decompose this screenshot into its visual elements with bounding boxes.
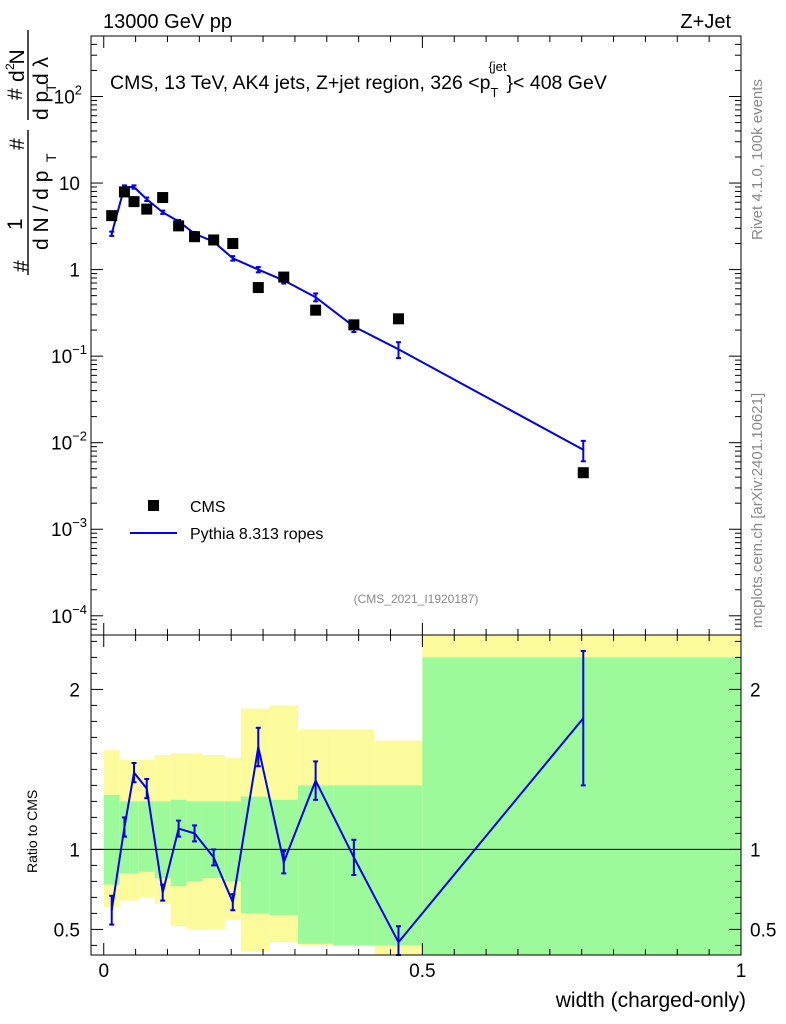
ratio-ylabel: Ratio to CMS [24, 790, 40, 873]
main-x-axis [103, 36, 742, 635]
cms-data-point [128, 196, 140, 208]
ylabel-sub-t2: T [43, 83, 59, 92]
ratio-inner-band [422, 657, 741, 955]
ratio-inner-band [298, 785, 334, 944]
ratio-inner-band [129, 801, 139, 874]
ratio-inner-band [240, 796, 270, 914]
ylabel-hash-3: # [4, 88, 27, 100]
ratio-plot-frame [90, 634, 742, 956]
cms-data-point [392, 313, 404, 325]
ratio-inner-band [170, 799, 187, 887]
ratio-x-axis: 0 0.5 1 [98, 635, 746, 982]
main-y-axis: 10−4 10−3 10−2 10−1 1 10 102 [51, 35, 741, 636]
cms-data-point [157, 192, 169, 204]
main-ylabel: # d N / d p T 1 # # d p d λ T d N 2 [3, 30, 59, 275]
ylabel-hash-2: # [6, 138, 29, 150]
main-y-tick-label: 10 [59, 174, 80, 195]
cms-data-point [189, 231, 201, 243]
cms-data-point [106, 210, 118, 222]
main-y-tick-label: 10−2 [51, 429, 87, 455]
ylabel-dn-dpt: d N / d p [30, 171, 53, 250]
cms-data-point [227, 238, 239, 250]
ratio-inner-band [202, 801, 225, 879]
cms-data-point [278, 271, 290, 283]
cms-data-point [118, 186, 130, 198]
cms-data-point [252, 282, 264, 294]
ratio-y-tick-label-right: 2 [750, 680, 761, 701]
ratio-inner-band [154, 801, 171, 879]
main-y-tick-label: 102 [54, 82, 82, 108]
ratio-y-axis: 0.5 0.5 1 1 2 2 [54, 640, 776, 946]
legend-mc-label: Pythia 8.313 ropes [190, 526, 323, 543]
ratio-inner-band [374, 785, 423, 946]
cms-data-point [208, 234, 220, 246]
x-tick-label: 1 [736, 961, 747, 982]
ratio-inner-band [103, 795, 120, 885]
main-y-tick-label: 10−3 [51, 515, 87, 541]
mcplots-credit-text: mcplots.cern.ch [arXiv:2401.10621] [749, 393, 766, 628]
cms-data-point [348, 319, 360, 331]
cms-data-point [310, 304, 322, 316]
x-axis-label: width (charged-only) [555, 989, 746, 1012]
legend-cms-label: CMS [190, 499, 226, 516]
main-plot-frame [90, 35, 742, 636]
ylabel-dpt-dlambda: d p d λ [30, 56, 53, 120]
cms-data-point [577, 467, 589, 479]
ratio-inner-band [138, 801, 155, 872]
ylabel-one: 1 [4, 218, 27, 230]
ylabel-hash-1: # [10, 260, 33, 272]
main-y-tick-label: 1 [69, 261, 80, 282]
ratio-y-tick-label-right: 1 [750, 840, 761, 861]
ylabel-sup-2: 2 [3, 63, 17, 70]
x-tick-label: 0 [98, 961, 109, 982]
cms-data-point [141, 203, 153, 215]
process-label: Z+Jet [680, 11, 731, 33]
ratio-y-tick-label: 0.5 [54, 920, 80, 941]
main-y-tick-label: 10−4 [51, 602, 87, 628]
ratio-y-tick-label: 1 [69, 840, 80, 861]
rivet-version-text: Rivet 4.1.0, 100k events [749, 79, 766, 240]
ratio-y-tick-label: 2 [69, 680, 80, 701]
legend-cms-marker [148, 500, 159, 511]
x-tick-label: 0.5 [409, 961, 435, 982]
ratio-inner-band [224, 801, 241, 882]
main-plot-panel: 10−4 10−3 10−2 10−1 1 10 102 CMS, 13 TeV, AK4 … [51, 35, 742, 636]
energy-label: 13000 GeV pp [103, 11, 232, 33]
ratio-uncertainty-bands [103, 635, 741, 955]
cms-data-points [106, 186, 589, 479]
ylabel-d2n: d N [6, 49, 29, 82]
ratio-y-tick-label-right: 0.5 [750, 920, 776, 941]
ylabel-sub-t1: T [43, 153, 59, 162]
cms-data-point [173, 220, 185, 232]
ratio-plot-panel: 0.5 0.51 12 2 0 0.5 1 Ratio to CMS width (cha… [24, 634, 776, 1012]
main-title: CMS, 13 TeV, AK4 jets, Z+jet region, 326… [110, 59, 607, 100]
main-y-tick-label: 10−1 [51, 342, 87, 368]
analysis-watermark: (CMS_2021_I1920187) [354, 592, 479, 606]
